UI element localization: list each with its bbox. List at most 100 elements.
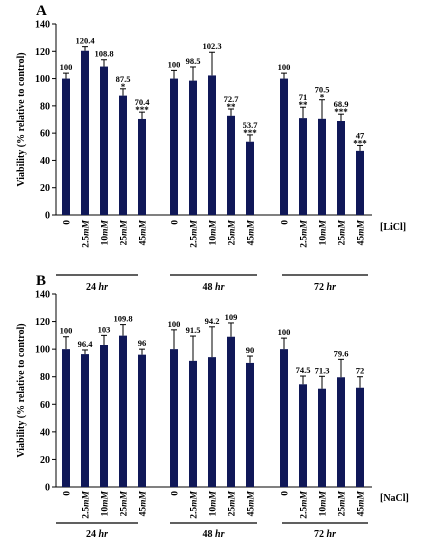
category-label: 0 bbox=[171, 220, 181, 225]
data-label: 96.4 bbox=[78, 339, 94, 349]
data-label: 103 bbox=[98, 324, 111, 334]
bar bbox=[170, 349, 178, 487]
data-label: 109.8 bbox=[113, 314, 132, 324]
bar bbox=[100, 345, 108, 487]
group-label: 48 hr bbox=[203, 529, 225, 540]
reagent-label: [NaCl] bbox=[380, 493, 409, 504]
category-label: 45mM bbox=[357, 490, 367, 516]
significance-marker: *** bbox=[243, 128, 257, 138]
bar bbox=[138, 354, 146, 487]
y-tick-label: 40 bbox=[40, 156, 50, 167]
bar bbox=[189, 80, 197, 215]
bar bbox=[356, 150, 364, 215]
bar bbox=[299, 118, 307, 215]
bar bbox=[189, 360, 197, 487]
category-label: 2.5mM bbox=[82, 490, 92, 518]
category-label: 0 bbox=[63, 491, 73, 496]
y-tick-label: 140 bbox=[35, 290, 50, 301]
data-label: 100 bbox=[168, 59, 181, 69]
category-label: 25mM bbox=[228, 490, 238, 516]
bar bbox=[356, 387, 364, 487]
data-label: 100 bbox=[60, 62, 73, 72]
data-label: 108.8 bbox=[94, 49, 113, 59]
category-label: 10mM bbox=[319, 219, 329, 245]
significance-marker: *** bbox=[353, 138, 367, 148]
y-tick-label: 80 bbox=[40, 372, 50, 383]
panel-letter: A bbox=[36, 3, 47, 19]
data-label: 100 bbox=[278, 62, 291, 72]
y-tick-label: 120 bbox=[35, 47, 50, 58]
y-tick-label: 20 bbox=[40, 183, 50, 194]
bar bbox=[81, 50, 89, 215]
bar bbox=[62, 78, 70, 215]
data-label: 70.5 bbox=[315, 85, 330, 95]
y-tick-label: 100 bbox=[35, 74, 50, 85]
category-label: 2.5mM bbox=[190, 219, 200, 247]
category-label: 25mM bbox=[338, 219, 348, 245]
bar bbox=[337, 121, 345, 215]
bar bbox=[100, 66, 108, 216]
panel-a: A 0 20 40 60 80 100 120 140 Viability (% relative… bbox=[16, 3, 406, 293]
category-label: 2.5mM bbox=[82, 219, 92, 247]
group-label: 24 hr bbox=[86, 529, 108, 540]
bar bbox=[299, 384, 307, 487]
significance-marker: *** bbox=[135, 105, 149, 115]
y-tick-label: 80 bbox=[40, 101, 50, 112]
data-label: 74.5 bbox=[296, 365, 311, 375]
group-label: 48 hr bbox=[203, 282, 225, 293]
data-label: 94.2 bbox=[205, 316, 220, 326]
bar bbox=[119, 335, 127, 487]
data-label: 47 bbox=[356, 130, 365, 140]
data-label: 87.5 bbox=[116, 74, 131, 84]
bar bbox=[208, 357, 216, 487]
bar bbox=[62, 349, 70, 487]
y-tick-label: 100 bbox=[35, 345, 50, 356]
bar bbox=[246, 362, 254, 487]
data-label: 72 bbox=[356, 366, 365, 376]
category-label: 45mM bbox=[247, 490, 257, 516]
data-label: 72.7 bbox=[224, 94, 240, 104]
bar bbox=[227, 115, 235, 215]
category-label: 45mM bbox=[247, 219, 257, 245]
data-label: 102.3 bbox=[202, 41, 221, 51]
data-label: 68.9 bbox=[334, 99, 349, 109]
bar bbox=[81, 354, 89, 487]
category-label: 10mM bbox=[209, 490, 219, 516]
category-label: 2.5mM bbox=[190, 490, 200, 518]
data-label: 71 bbox=[299, 92, 308, 102]
y-tick-label: 60 bbox=[40, 129, 50, 140]
group-label: 72 hr bbox=[314, 282, 336, 293]
y-tick-label: 0 bbox=[45, 483, 50, 494]
data-label: 120.4 bbox=[75, 36, 95, 46]
category-label: 0 bbox=[171, 491, 181, 496]
data-label: 109 bbox=[225, 312, 238, 322]
significance-marker: ** bbox=[299, 100, 309, 110]
y-axis-label: Viability (% relative to control) bbox=[16, 323, 27, 457]
data-label: 70.4 bbox=[135, 97, 151, 107]
bar bbox=[170, 78, 178, 215]
y-tick-label: 40 bbox=[40, 427, 50, 438]
bar bbox=[138, 118, 146, 215]
category-label: 0 bbox=[281, 220, 291, 225]
significance-marker: ** bbox=[227, 102, 237, 112]
group-label: 24 hr bbox=[86, 282, 108, 293]
panel-b: B 0 20 40 60 80 100 120 140 Viability (% relative… bbox=[16, 273, 409, 540]
data-label: 100 bbox=[278, 327, 291, 337]
bar bbox=[227, 336, 235, 487]
bar bbox=[337, 377, 345, 487]
data-label: 98.5 bbox=[186, 56, 201, 66]
data-label: 79.6 bbox=[334, 348, 349, 358]
y-axis-label: Viability (% relative to control) bbox=[16, 52, 27, 186]
category-label: 45mM bbox=[139, 219, 149, 245]
data-label: 96 bbox=[138, 338, 147, 348]
category-label: 0 bbox=[63, 220, 73, 225]
y-tick-label: 0 bbox=[45, 211, 50, 222]
category-label: 10mM bbox=[101, 219, 111, 245]
category-label: 25mM bbox=[120, 219, 130, 245]
category-label: 45mM bbox=[139, 490, 149, 516]
category-label: 2.5mM bbox=[300, 490, 310, 518]
bar bbox=[119, 95, 127, 215]
category-label: 0 bbox=[281, 491, 291, 496]
bar bbox=[318, 388, 326, 487]
